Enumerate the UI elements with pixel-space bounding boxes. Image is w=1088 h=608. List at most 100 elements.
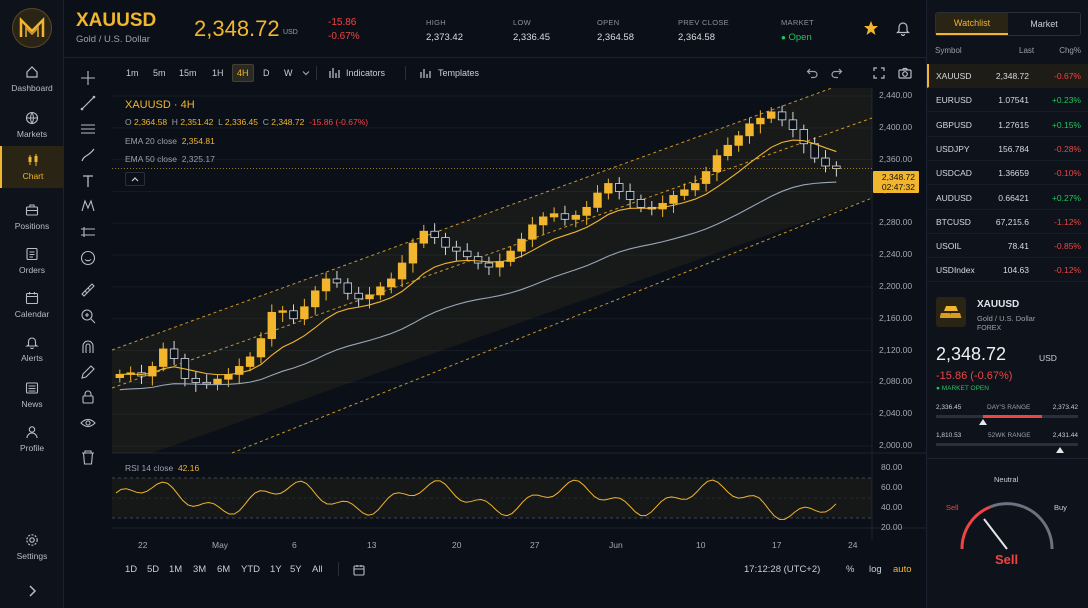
templates-button[interactable]: Templates (420, 67, 479, 79)
nav-alerts[interactable]: Alerts (0, 328, 64, 370)
range-ytd[interactable]: YTD (241, 564, 260, 575)
text-icon[interactable] (80, 173, 96, 189)
timeframe-1h[interactable]: 1H (212, 68, 224, 78)
candle-body (202, 381, 211, 385)
nav-profile[interactable]: Profile (0, 418, 64, 460)
gold-bars-icon (936, 297, 966, 327)
date-range-icon[interactable] (353, 564, 365, 576)
news-icon (25, 382, 39, 394)
nav-calendar[interactable]: Calendar (0, 284, 64, 326)
watchlist-last: 104.63 (1003, 265, 1029, 276)
lock-icon[interactable] (80, 389, 96, 405)
detail-price: 2,348.72 (936, 344, 1007, 364)
chart-bottom-bar: 1D 5D 1M 3M 6M YTD 1Y 5Y All 17:12:28 (UTC+2) % … (112, 558, 926, 582)
header-change-pct: -0.67% (328, 31, 360, 42)
watchlist-row-usdcad[interactable]: USDCAD 1.36659 -0.10% (927, 161, 1088, 186)
redo-icon[interactable] (831, 67, 843, 79)
watchlist-row-btcusd[interactable]: BTCUSD 67,215.6 -1.12% (927, 210, 1088, 234)
candle-body (376, 286, 385, 296)
candle-body (397, 262, 407, 280)
zoom-in-icon[interactable] (80, 308, 96, 324)
candle-body (788, 119, 798, 130)
stat-market: MARKET ● Open (781, 18, 815, 43)
star-icon[interactable] (863, 20, 879, 36)
nav-expand[interactable] (0, 570, 64, 608)
log-scale-button[interactable]: log (869, 564, 882, 575)
rsi-axis-label: 80.00 (881, 462, 903, 472)
nav-dashboard[interactable]: Dashboard (0, 58, 64, 100)
eye-icon[interactable] (80, 415, 96, 431)
candle-body (777, 111, 787, 121)
price-axis-label: 2,120.00 (879, 344, 913, 355)
watchlist-row-audusd[interactable]: AUDUSD 0.66421 +0.27% (927, 186, 1088, 210)
range-1y[interactable]: 1Y (270, 564, 282, 575)
range-all[interactable]: All (312, 564, 323, 575)
watchlist-row-gbpusd[interactable]: GBPUSD 1.27615 +0.15% (927, 113, 1088, 137)
watchlist-row-usdjpy[interactable]: USDJPY 156.784 -0.28% (927, 137, 1088, 161)
measure-lines-icon[interactable] (80, 224, 96, 240)
price-chart[interactable]: XAUUSD · 4H O 2,364.58 H 2,351.42 L 2,33… (112, 88, 926, 550)
watchlist-row-usdindex[interactable]: USDIndex 104.63 -0.12% (927, 258, 1088, 283)
pencil-lock-icon[interactable] (80, 364, 96, 380)
watchlist-symbol: USDJPY (936, 143, 970, 154)
channel-fill (112, 88, 872, 453)
watchlist-row-eurusd[interactable]: EURUSD 1.07541 +0.23% (927, 88, 1088, 113)
nav-orders[interactable]: Orders (0, 240, 64, 282)
watchlist-row-usoil[interactable]: USOIL 78.41 -0.85% (927, 234, 1088, 259)
nav-label: Profile (19, 443, 45, 453)
brush-icon[interactable] (80, 147, 96, 163)
range-5d[interactable]: 5D (147, 564, 160, 575)
nav-news[interactable]: News (0, 374, 64, 416)
watchlist-row-xauusd[interactable]: XAUUSD 2,348.72 -0.67% (927, 64, 1088, 88)
tab-watchlist[interactable]: Watchlist (936, 13, 1008, 35)
detail-description: Gold / U.S. Dollar (977, 314, 1036, 323)
watchlist-symbol: AUDUSD (936, 192, 972, 203)
auto-scale-button[interactable]: auto (893, 564, 912, 575)
gauge-sell: Sell (946, 503, 959, 512)
nav-label: Markets (16, 129, 48, 139)
tab-market[interactable]: Market (1030, 19, 1058, 29)
nav-settings[interactable]: Settings (0, 526, 64, 568)
nav-markets[interactable]: Markets (0, 104, 64, 146)
timeframe-5m[interactable]: 5m (153, 68, 166, 78)
timeframe-4h[interactable]: 4H (232, 64, 254, 82)
camera-icon[interactable] (898, 67, 912, 79)
watchlist-last: 0.66421 (998, 192, 1029, 203)
range-1d[interactable]: 1D (125, 564, 138, 575)
header-symbol: XAUUSD (76, 10, 157, 31)
channel-middle-line (112, 117, 873, 389)
fullscreen-icon[interactable] (873, 67, 885, 79)
range-6m[interactable]: 6M (217, 564, 231, 575)
time-display[interactable]: 17:12:28 (UTC+2) (744, 564, 821, 575)
price-axis-label: 2,040.00 (879, 408, 913, 419)
timeframe-1m[interactable]: 1m (126, 68, 139, 78)
ruler-icon[interactable] (80, 282, 96, 298)
range-1m[interactable]: 1M (169, 564, 183, 575)
indicators-button[interactable]: Indicators (329, 67, 385, 79)
chart-canvas[interactable] (112, 88, 926, 540)
nav-chart[interactable]: Chart (0, 146, 64, 188)
collapse-legend-button[interactable] (125, 172, 145, 186)
trash-icon[interactable] (80, 449, 96, 465)
candle-body (712, 155, 722, 172)
logo[interactable] (12, 8, 52, 48)
trendline-icon[interactable] (80, 95, 96, 111)
timeframe-d[interactable]: D (263, 68, 270, 78)
timeframe-w[interactable]: W (284, 68, 293, 78)
nav-positions[interactable]: Positions (0, 196, 64, 238)
pattern-icon[interactable] (80, 198, 96, 214)
crosshair-icon[interactable] (80, 70, 96, 86)
candle-body (311, 290, 320, 308)
candle-body (354, 292, 363, 300)
range-3m[interactable]: 3M (193, 564, 207, 575)
magnet-icon[interactable] (80, 339, 96, 355)
emoji-icon[interactable] (80, 250, 96, 266)
undo-icon[interactable] (806, 67, 818, 79)
horizontal-lines-icon[interactable] (80, 121, 96, 137)
range-5y[interactable]: 5Y (290, 564, 302, 575)
detail-unit: USD (1039, 353, 1057, 363)
bell-icon[interactable] (895, 20, 911, 36)
percent-scale-button[interactable]: % (846, 564, 855, 575)
timeframe-15m[interactable]: 15m (179, 68, 197, 78)
chevron-down-icon[interactable] (302, 69, 310, 77)
